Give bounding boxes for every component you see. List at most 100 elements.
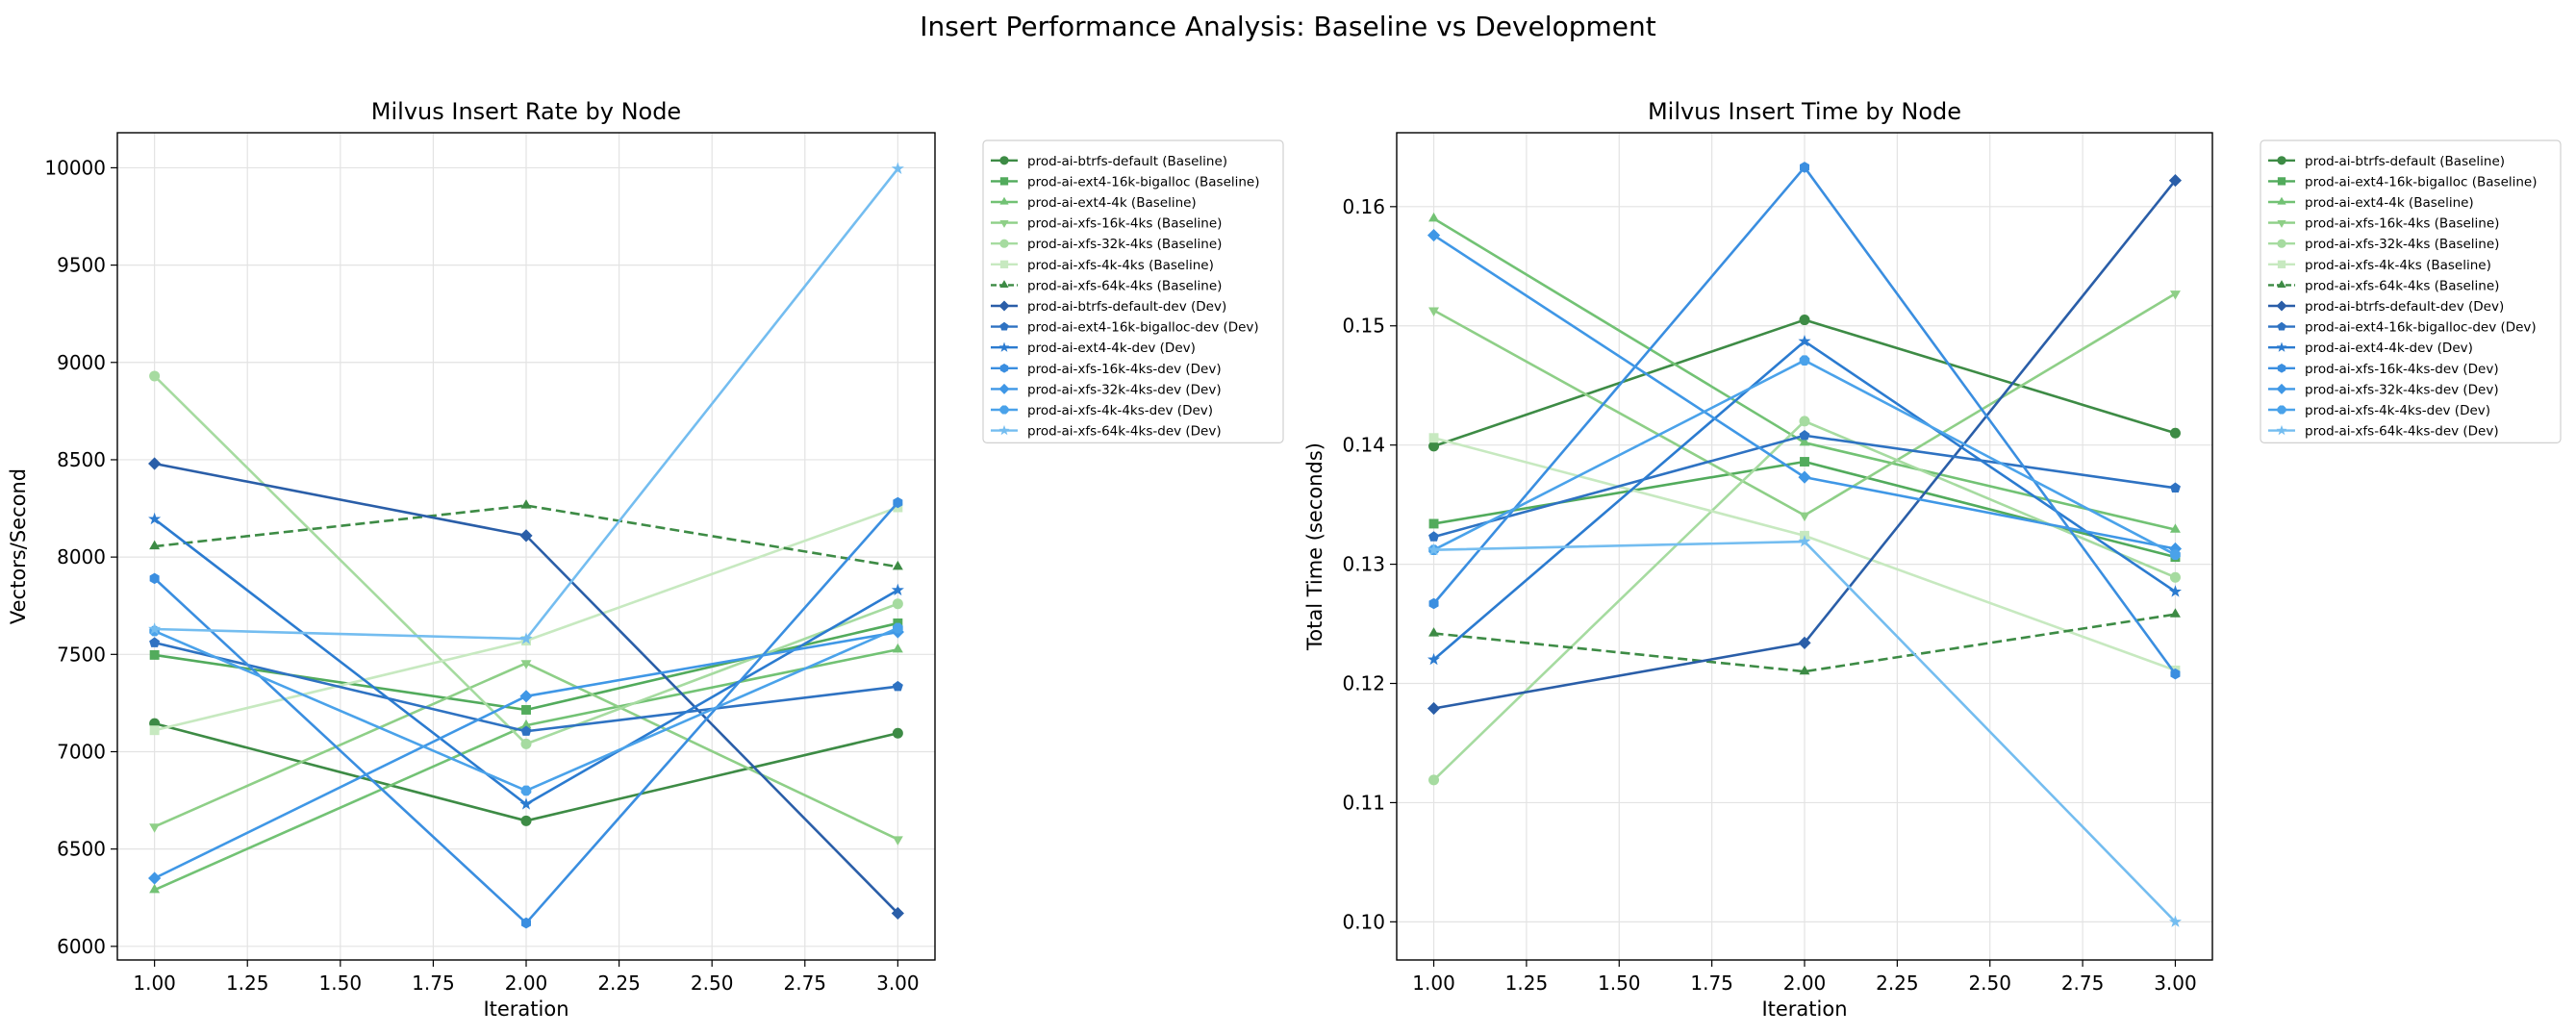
data-point xyxy=(891,583,904,596)
legend-box xyxy=(2260,139,2562,443)
x-tick-label: 1.00 xyxy=(133,972,176,995)
data-point xyxy=(1799,436,1810,446)
y-tick-label: 6500 xyxy=(57,838,106,861)
legend-marker xyxy=(2277,280,2286,289)
legend-item: prod-ai-ext4-4k-dev (Dev) xyxy=(991,341,1196,356)
series-prod-ai-xfs-64k-4ks-baseline xyxy=(1428,608,2181,675)
series-prod-ai-btrfs-default-dev-dev xyxy=(1427,173,2183,716)
data-point xyxy=(2168,585,2182,597)
legend-item: prod-ai-xfs-4k-4ks (Baseline) xyxy=(991,258,1214,273)
data-point xyxy=(1428,212,1440,222)
data-point xyxy=(892,836,903,846)
legend-marker xyxy=(2276,341,2287,352)
legend-marker xyxy=(999,260,1009,268)
series-line xyxy=(1433,613,2176,673)
legend-label: prod-ai-xfs-16k-4ks-dev (Dev) xyxy=(1027,362,1222,377)
chart-title: Milvus Insert Time by Node xyxy=(1648,98,1961,125)
data-point xyxy=(520,499,532,509)
series-prod-ai-xfs-64k-4ks-dev-dev xyxy=(1427,535,2182,927)
legend-item: prod-ai-btrfs-default (Baseline) xyxy=(991,154,1227,169)
legend-marker xyxy=(2277,260,2286,268)
legend-label: prod-ai-ext4-16k-bigalloc (Baseline) xyxy=(2305,174,2538,189)
data-point xyxy=(2169,523,2181,533)
x-tick-label: 2.50 xyxy=(691,972,734,995)
y-tick-label: 8500 xyxy=(57,448,106,471)
legend-item: prod-ai-ext4-16k-bigalloc (Baseline) xyxy=(991,174,1260,189)
y-axis-label: Total Time (seconds) xyxy=(1303,442,1326,651)
y-tick-label: 9000 xyxy=(57,351,106,374)
legend-box xyxy=(982,139,1284,443)
data-point xyxy=(149,725,160,736)
series-prod-ai-btrfs-default-baseline xyxy=(1428,315,2181,452)
series-prod-ai-ext4-4k-baseline xyxy=(1428,212,2181,533)
data-point xyxy=(891,162,904,174)
grid xyxy=(117,133,935,960)
data-point xyxy=(2169,482,2181,492)
series-prod-ai-xfs-16k-4ks-dev-dev xyxy=(149,496,903,929)
data-point xyxy=(1428,774,1440,786)
series-prod-ai-ext4-4k-baseline xyxy=(149,643,903,894)
data-point xyxy=(2169,608,2181,618)
legend-item: prod-ai-xfs-4k-4ks (Baseline) xyxy=(2268,258,2491,273)
x-tick-label: 2.00 xyxy=(1783,972,1827,995)
legend-item: prod-ai-xfs-64k-4ks (Baseline) xyxy=(2268,278,2499,293)
data-point xyxy=(1428,597,1439,610)
series-prod-ai-btrfs-default-dev-dev xyxy=(148,457,904,921)
data-point xyxy=(520,660,532,669)
y-tick-label: 0.14 xyxy=(1342,434,1385,457)
legend-marker xyxy=(2276,424,2287,436)
legend-item: prod-ai-ext4-16k-bigalloc-dev (Dev) xyxy=(2268,320,2537,336)
chart-title: Milvus Insert Rate by Node xyxy=(371,98,681,125)
data-point xyxy=(148,622,162,635)
legend: prod-ai-btrfs-default (Baseline) prod-ai-… xyxy=(982,139,1284,443)
y-axis-label: Vectors/Second xyxy=(7,468,30,624)
legend-label: prod-ai-xfs-64k-4ks-dev (Dev) xyxy=(1027,424,1222,440)
data-point xyxy=(149,883,161,894)
legend-marker xyxy=(2277,405,2286,415)
legend-item: prod-ai-ext4-4k (Baseline) xyxy=(991,195,1197,211)
insert-rate-chart: 1.00 1.25 1.50 1.75 2.00 2.25 2.50 2.75 3.00 6000… xyxy=(7,98,1284,1021)
x-tick-label: 3.00 xyxy=(876,972,920,995)
legend: prod-ai-btrfs-default (Baseline) prod-ai-… xyxy=(2260,139,2562,443)
data-point xyxy=(1798,636,1811,649)
legend-label: prod-ai-ext4-16k-bigalloc-dev (Dev) xyxy=(1027,320,1259,336)
x-tick-label: 1.50 xyxy=(1598,972,1641,995)
data-point xyxy=(149,649,160,660)
data-point xyxy=(149,637,161,647)
x-tick-label: 1.75 xyxy=(412,972,455,995)
data-point xyxy=(1428,518,1439,529)
legend-label: prod-ai-xfs-4k-4ks (Baseline) xyxy=(1027,258,1214,273)
legend-label: prod-ai-ext4-4k (Baseline) xyxy=(2305,195,2474,211)
y-tick-label: 0.16 xyxy=(1342,195,1385,218)
x-tick-label: 3.00 xyxy=(2154,972,2197,995)
series-prod-ai-xfs-16k-4ks-baseline xyxy=(1428,290,2181,522)
legend-item: prod-ai-xfs-64k-4ks-dev (Dev) xyxy=(991,424,1222,440)
legend-label: prod-ai-xfs-16k-4ks (Baseline) xyxy=(2305,216,2499,232)
legend-label: prod-ai-xfs-64k-4ks (Baseline) xyxy=(2305,278,2499,293)
legend-marker xyxy=(999,177,1009,186)
data-point xyxy=(1799,355,1810,366)
legend-marker xyxy=(2276,300,2287,312)
data-point xyxy=(1427,543,1441,556)
data-point xyxy=(1798,334,1811,347)
data-point xyxy=(1799,429,1810,441)
data-point xyxy=(1427,701,1441,716)
axes-frame xyxy=(116,132,936,961)
data-point xyxy=(149,823,161,833)
data-point xyxy=(521,705,531,715)
y-tick-label: 6000 xyxy=(57,935,106,958)
legend-marker xyxy=(2277,156,2286,165)
legend-item: prod-ai-ext4-4k-dev (Dev) xyxy=(2268,341,2473,356)
data-point xyxy=(1799,416,1810,427)
data-point xyxy=(1798,535,1811,547)
data-point xyxy=(520,785,532,796)
legend-item: prod-ai-btrfs-default (Baseline) xyxy=(2268,154,2505,169)
data-point xyxy=(2169,571,2181,583)
y-tick-label: 7000 xyxy=(57,740,106,763)
legend-label: prod-ai-btrfs-default (Baseline) xyxy=(1027,154,1227,169)
legend-marker xyxy=(999,219,1009,228)
data-point xyxy=(892,598,903,610)
x-tick-label: 2.25 xyxy=(1876,972,1919,995)
data-point xyxy=(2169,427,2181,439)
